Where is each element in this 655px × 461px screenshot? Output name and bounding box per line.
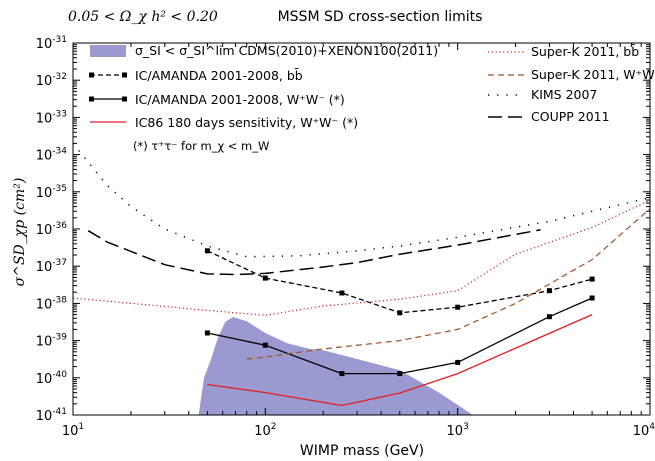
legend-entry-ww: IC/AMANDA 2001-2008, W⁺W⁻ (*) (135, 92, 345, 107)
series-icamanda-ww-point-2 (339, 371, 345, 377)
legend-entry-bb: IC/AMANDA 2001-2008, bb̄ (135, 68, 303, 83)
series-ic86-ww-line (207, 314, 593, 407)
series-icamanda-ww-point-4 (455, 359, 461, 365)
series-layer (72, 142, 651, 407)
tick-label: 101 (62, 422, 84, 439)
legend-entry-ic86: IC86 180 days sensitivity, W⁺W⁻ (*) (135, 115, 358, 130)
tick-layer (72, 42, 651, 416)
chart-title: MSSM SD cross-section limits (278, 9, 483, 25)
legend-marker-bb-1 (89, 72, 94, 78)
series-icamanda-ww-point-5 (546, 314, 552, 320)
tick-label-layer: 101 102 103 104 10-41 10-40 10-39 10-38 10-37 10-… (36, 35, 655, 439)
series-icamanda-ww-point-1 (262, 342, 268, 348)
series-icamanda-bb-point-1 (262, 275, 268, 281)
series-kims-2007-line (72, 142, 651, 258)
legend-entry-coupp: COUPP 2011 (531, 109, 610, 124)
tick-label: 10-32 (36, 72, 67, 89)
tick-label: 10-36 (36, 221, 68, 238)
chart-subtitle: 0.05 < Ω_χ h² < 0.20 (68, 9, 218, 25)
tick-label: 10-37 (36, 258, 67, 275)
legend-marker-ww-2 (122, 96, 127, 102)
series-icamanda-bb-point-6 (589, 276, 595, 282)
legend: σ_SI < σ_SI^lim CDMS(2010)+XENON100(2011… (89, 43, 655, 153)
series-icamanda-bb-point-4 (455, 304, 461, 310)
legend-entry-shaded: σ_SI < σ_SI^lim CDMS(2010)+XENON100(2011… (135, 43, 438, 58)
shaded-region-layer (198, 317, 473, 415)
x-axis-label: WIMP mass (GeV) (300, 443, 424, 459)
tick-label: 10-40 (36, 370, 68, 387)
tick-label: 10-31 (36, 35, 67, 52)
series-superk-ww-line (246, 208, 651, 360)
tick-label: 103 (447, 422, 469, 439)
series-icamanda-bb-point-3 (397, 310, 403, 316)
tick-label: 10-39 (36, 333, 68, 350)
legend-marker-ww-1 (89, 96, 94, 102)
tick-label: 104 (633, 422, 655, 439)
legend-note: (*) τ⁺τ⁻ for m_χ < m_W (133, 139, 269, 153)
y-axis-label-group: σ^SD_χp (cm²) (12, 178, 28, 287)
y-axis-label: σ^SD_χp (cm²) (12, 178, 28, 287)
legend-marker-bb-2 (122, 72, 127, 78)
tick-label: 102 (254, 422, 276, 439)
legend-swatch-shaded (90, 45, 126, 57)
series-icamanda-bb-point-5 (546, 288, 552, 294)
tick-label: 10-35 (36, 184, 67, 201)
legend-entry-superk-bb: Super-K 2011, bb̄ (531, 44, 639, 59)
series-icamanda-ww-point-3 (397, 371, 403, 377)
tick-label: 10-38 (36, 295, 68, 312)
series-icamanda-ww-point-6 (589, 295, 595, 301)
series-superk-bb-line (72, 199, 651, 316)
series-icamanda-ww-point-0 (204, 330, 210, 336)
tick-label: 10-41 (36, 407, 67, 424)
tick-label: 10-33 (36, 109, 67, 126)
tick-label: 10-34 (36, 147, 68, 164)
legend-entry-superk-ww: Super-K 2011, W⁺W⁻ (531, 67, 655, 82)
series-icamanda-bb-point-0 (204, 248, 210, 254)
shaded-region-cdms-xenon (198, 317, 473, 415)
series-icamanda-bb-point-2 (339, 290, 345, 296)
series-coupp-2011-line (87, 229, 541, 276)
legend-entry-kims: KIMS 2007 (531, 87, 597, 102)
